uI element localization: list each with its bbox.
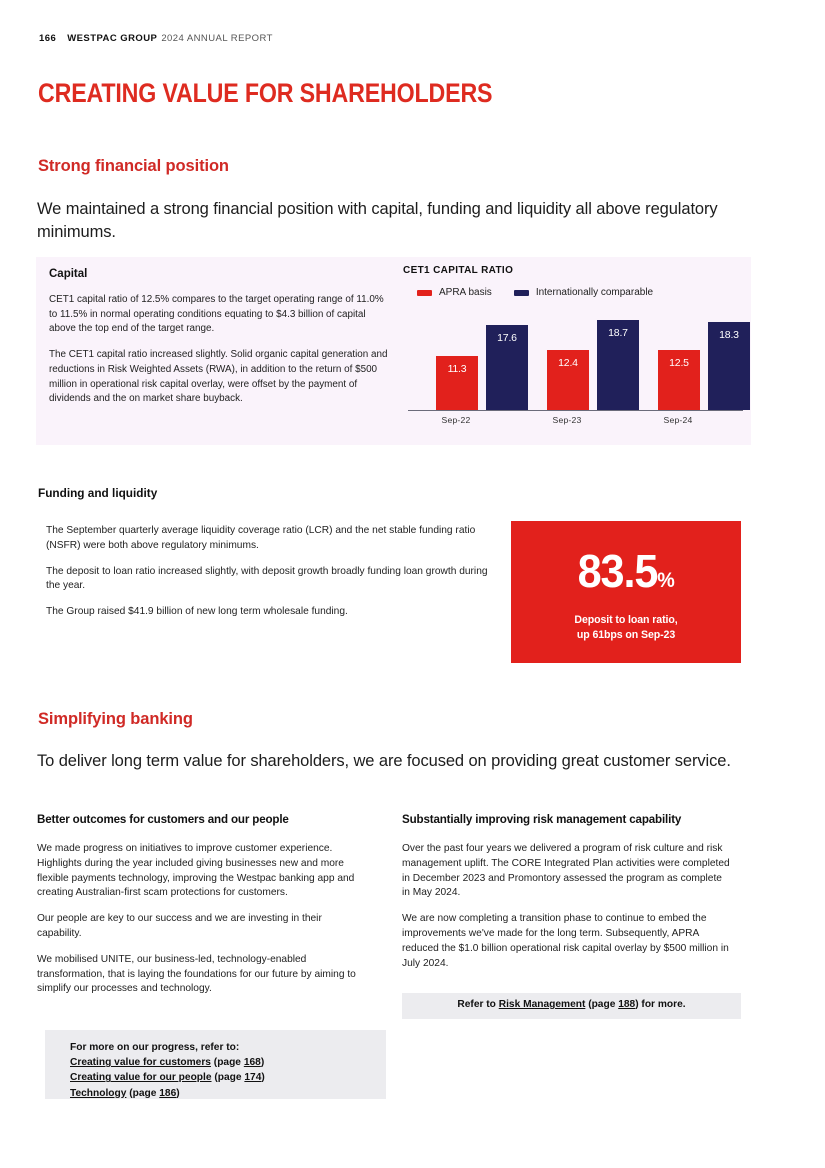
bar-value-label: 18.7 — [608, 326, 628, 339]
running-header: 166 WESTPAC GROUP 2024 ANNUAL REPORT — [39, 33, 273, 44]
column-paragraph: Over the past four years we delivered a … — [402, 843, 730, 899]
reference-box-content: For more on our progress, refer to: Crea… — [70, 1040, 265, 1101]
funding-paragraph: The Group raised $41.9 billion of new lo… — [46, 606, 348, 618]
bar-intl-sep-23: 18.7 — [597, 319, 639, 410]
stat-caption-line1: Deposit to loan ratio, — [574, 614, 678, 626]
column-heading: Substantially improving risk management … — [402, 813, 682, 826]
funding-paragraph: The September quarterly average liquidit… — [46, 525, 476, 551]
page-number-ref[interactable]: 168 — [243, 1057, 261, 1069]
column-paragraph: We are now completing a transition phase… — [402, 913, 729, 969]
page-number: 166 — [39, 33, 57, 44]
legend-label: Internationally comparable — [535, 287, 654, 298]
page-suffix: ) — [261, 1072, 265, 1084]
bar-value-label: 12.4 — [558, 356, 578, 369]
page-prefix: (page — [126, 1087, 160, 1099]
bar-value-label: 12.5 — [669, 356, 689, 369]
funding-body: The September quarterly average liquidit… — [46, 524, 494, 620]
bar-intl-sep-22: 17.6 — [486, 324, 528, 410]
reference-prefix: Refer to — [457, 999, 499, 1010]
stat-unit: % — [657, 569, 675, 592]
bar-apra-sep-22: 11.3 — [436, 355, 478, 410]
company-name: WESTPAC GROUP — [67, 33, 158, 44]
page-suffix: ) — [176, 1087, 180, 1099]
page-title: CREATING VALUE FOR SHAREHOLDERS — [38, 78, 493, 108]
bar-group-sep-24: 12.5 18.3 — [658, 314, 750, 410]
column-body: Over the past four years we delivered a … — [402, 842, 732, 971]
capital-panel: Capital CET1 capital ratio of 12.5% comp… — [36, 257, 751, 445]
link-risk-management[interactable]: Risk Management — [498, 999, 586, 1010]
legend-swatch-icon — [417, 289, 432, 296]
capital-paragraph: The CET1 capital ratio increased slightl… — [49, 349, 388, 405]
column-risk-management: Substantially improving risk management … — [402, 812, 732, 971]
legend-label: APRA basis — [439, 287, 492, 298]
bar-apra-sep-24: 12.5 — [658, 349, 700, 410]
page-number-ref[interactable]: 188 — [618, 999, 636, 1010]
bar-value-label: 17.6 — [497, 331, 517, 344]
page-number-ref[interactable]: 186 — [159, 1087, 177, 1099]
column-paragraph: We mobilised UNITE, our business-led, te… — [37, 953, 356, 995]
link-creating-value-for-our-people[interactable]: Creating value for our people — [70, 1072, 212, 1084]
chart-legend: APRA basis Internationally comparable — [417, 287, 653, 298]
capital-panel-title: Capital — [49, 268, 88, 280]
stat-number: 83.5 — [577, 545, 659, 597]
bar-value-label: 18.3 — [719, 328, 739, 341]
x-tick-label: Sep-22 — [441, 415, 471, 425]
report-name: 2024 ANNUAL REPORT — [161, 33, 273, 44]
stat-caption-line2: up 61bps on Sep-23 — [576, 628, 676, 641]
reference-suffix: ) for more. — [635, 999, 686, 1010]
reference-intro: For more on our progress, refer to: — [70, 1042, 240, 1053]
stat-caption: Deposit to loan ratio, up 61bps on Sep-2… — [511, 613, 741, 642]
capital-panel-body: CET1 capital ratio of 12.5% compares to … — [49, 293, 391, 407]
reference-middle: (page — [585, 999, 619, 1010]
bar-intl-sep-24: 18.3 — [708, 321, 750, 410]
page-prefix: (page — [210, 1057, 244, 1069]
legend-item-apra-basis: APRA basis — [417, 287, 492, 298]
x-tick-label: Sep-24 — [663, 415, 693, 425]
link-technology[interactable]: Technology — [70, 1087, 127, 1099]
column-paragraph: Our people are key to our success and we… — [37, 913, 322, 939]
cet1-capital-ratio-chart: CET1 CAPITAL RATIO APRA basis Internatio… — [403, 265, 750, 443]
funding-paragraph: The deposit to loan ratio increased slig… — [46, 565, 488, 592]
legend-item-internationally-comparable: Internationally comparable — [513, 287, 654, 298]
reference-box-risk-management: Refer to Risk Management (page 188) for … — [402, 993, 741, 1019]
section-heading-simplifying-banking: Simplifying banking — [38, 710, 193, 728]
stat-value: 83.5% — [518, 548, 734, 604]
section-lead-simplifying-banking: To deliver long term value for sharehold… — [37, 752, 731, 770]
bar-value-label: 11.3 — [447, 362, 467, 375]
bar-apra-sep-23: 12.4 — [547, 349, 589, 410]
column-heading: Better outcomes for customers and our pe… — [37, 813, 289, 826]
legend-swatch-icon — [513, 289, 529, 296]
capital-paragraph: CET1 capital ratio of 12.5% compares to … — [49, 294, 384, 335]
x-tick-label: Sep-23 — [552, 415, 582, 425]
deposit-to-loan-ratio-callout: 83.5% Deposit to loan ratio, up 61bps on… — [511, 521, 741, 663]
chart-plot-area: 11.3 17.6 12.4 18.7 12.5 — [408, 313, 750, 411]
chart-title: CET1 CAPITAL RATIO — [403, 265, 514, 276]
reference-box-progress: For more on our progress, refer to: Crea… — [45, 1030, 386, 1099]
section-heading-funding-and-liquidity: Funding and liquidity — [38, 486, 158, 500]
section-lead-strong-financial-position: We maintained a strong financial positio… — [37, 200, 718, 241]
page-prefix: (page — [211, 1072, 245, 1084]
column-body: We made progress on initiatives to impro… — [37, 842, 367, 997]
bar-group-sep-22: 11.3 17.6 — [436, 314, 528, 410]
bar-group-sep-23: 12.4 18.7 — [547, 314, 639, 410]
column-paragraph: We made progress on initiatives to impro… — [37, 843, 355, 899]
chart-x-axis — [408, 409, 743, 411]
section-heading-strong-financial-position: Strong financial position — [38, 157, 229, 175]
page-suffix: ) — [260, 1057, 265, 1069]
page-number-ref[interactable]: 174 — [244, 1072, 262, 1084]
chart-x-tick-labels: Sep-22 Sep-23 Sep-24 — [408, 415, 743, 431]
link-creating-value-for-customers[interactable]: Creating value for customers — [70, 1057, 211, 1069]
column-better-outcomes: Better outcomes for customers and our pe… — [37, 812, 367, 997]
reference-box-content: Refer to Risk Management (page 188) for … — [402, 999, 741, 1010]
